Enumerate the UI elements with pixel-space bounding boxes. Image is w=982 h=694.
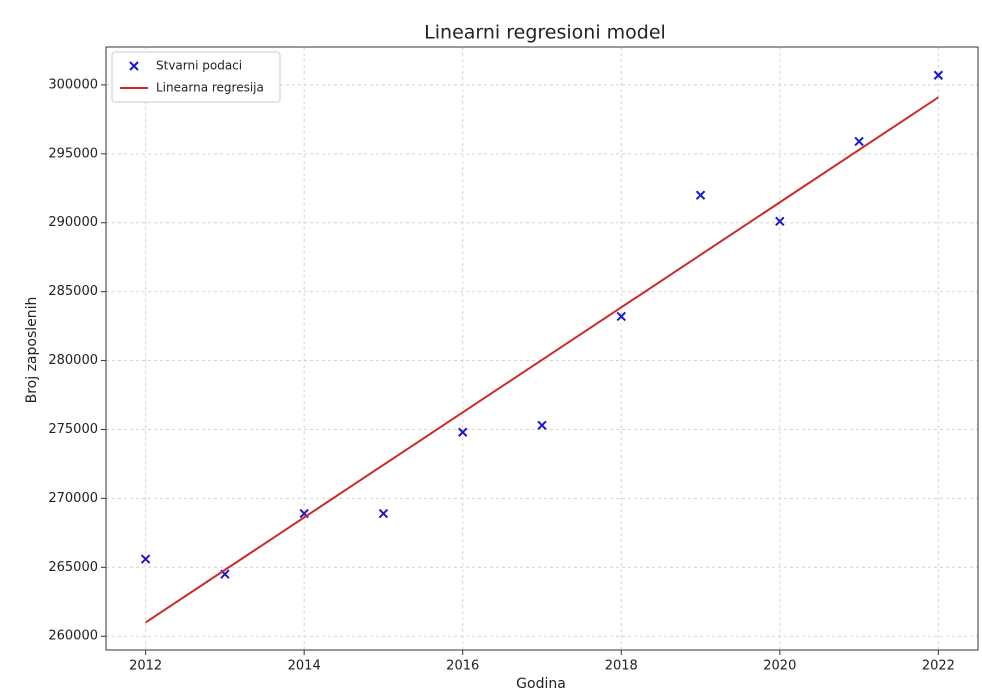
x-tick-label: 2016 <box>446 659 479 674</box>
data-point <box>616 311 626 322</box>
y-tick-label: 270000 <box>48 491 98 506</box>
x-axis-title: Godina <box>516 676 566 692</box>
data-point <box>775 216 785 227</box>
legend: Stvarni podaci Linearna regresija <box>111 51 281 103</box>
y-axis-label: Broj zaposlenih <box>24 297 40 404</box>
plot-frame <box>105 46 979 651</box>
regression-line <box>145 96 939 624</box>
chart-title: Linearni regresioni model <box>424 22 666 44</box>
y-tick-label: 300000 <box>48 77 98 92</box>
y-tick-label: 275000 <box>48 422 98 437</box>
data-point <box>933 70 944 80</box>
x-tick-label: 2012 <box>129 659 162 674</box>
data-point <box>378 508 389 519</box>
legend-label: Stvarni podaci <box>156 59 242 73</box>
x-tick-label: 2018 <box>605 659 638 674</box>
legend-swatch <box>129 61 139 71</box>
y-tick-label: 290000 <box>48 215 98 230</box>
legend-label: Linearna regresija <box>156 81 264 95</box>
y-tick-label: 295000 <box>48 146 98 161</box>
x-tick-label: 2020 <box>763 659 796 674</box>
y-tick-label: 265000 <box>48 560 98 575</box>
y-tick-label: 280000 <box>48 353 98 368</box>
data-point <box>537 420 547 431</box>
y-tick-label: 260000 <box>48 629 98 644</box>
data-point <box>140 554 151 564</box>
data-point <box>695 190 706 200</box>
y-tick-label: 285000 <box>48 284 98 299</box>
legend-box <box>111 51 281 103</box>
data-point <box>854 136 864 147</box>
x-tick-label: 2014 <box>288 659 321 674</box>
x-tick-label: 2022 <box>922 659 955 674</box>
data-point <box>458 427 468 437</box>
